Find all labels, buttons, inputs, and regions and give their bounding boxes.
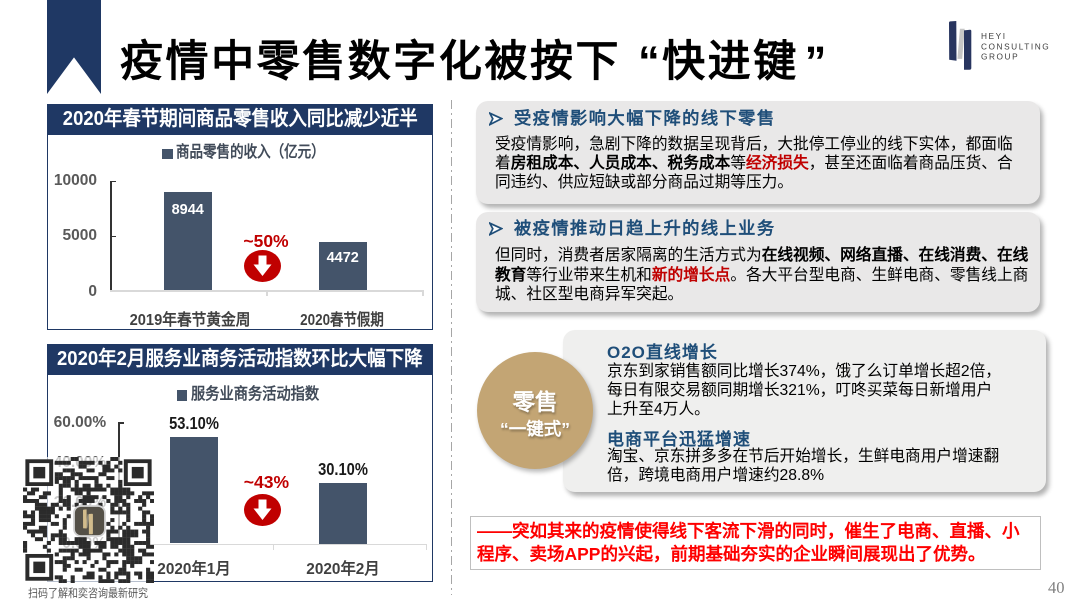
svg-text:CONSULTING: CONSULTING bbox=[981, 41, 1050, 51]
svg-text:HEYI: HEYI bbox=[981, 31, 1007, 41]
svg-text:GROUP: GROUP bbox=[981, 52, 1019, 62]
